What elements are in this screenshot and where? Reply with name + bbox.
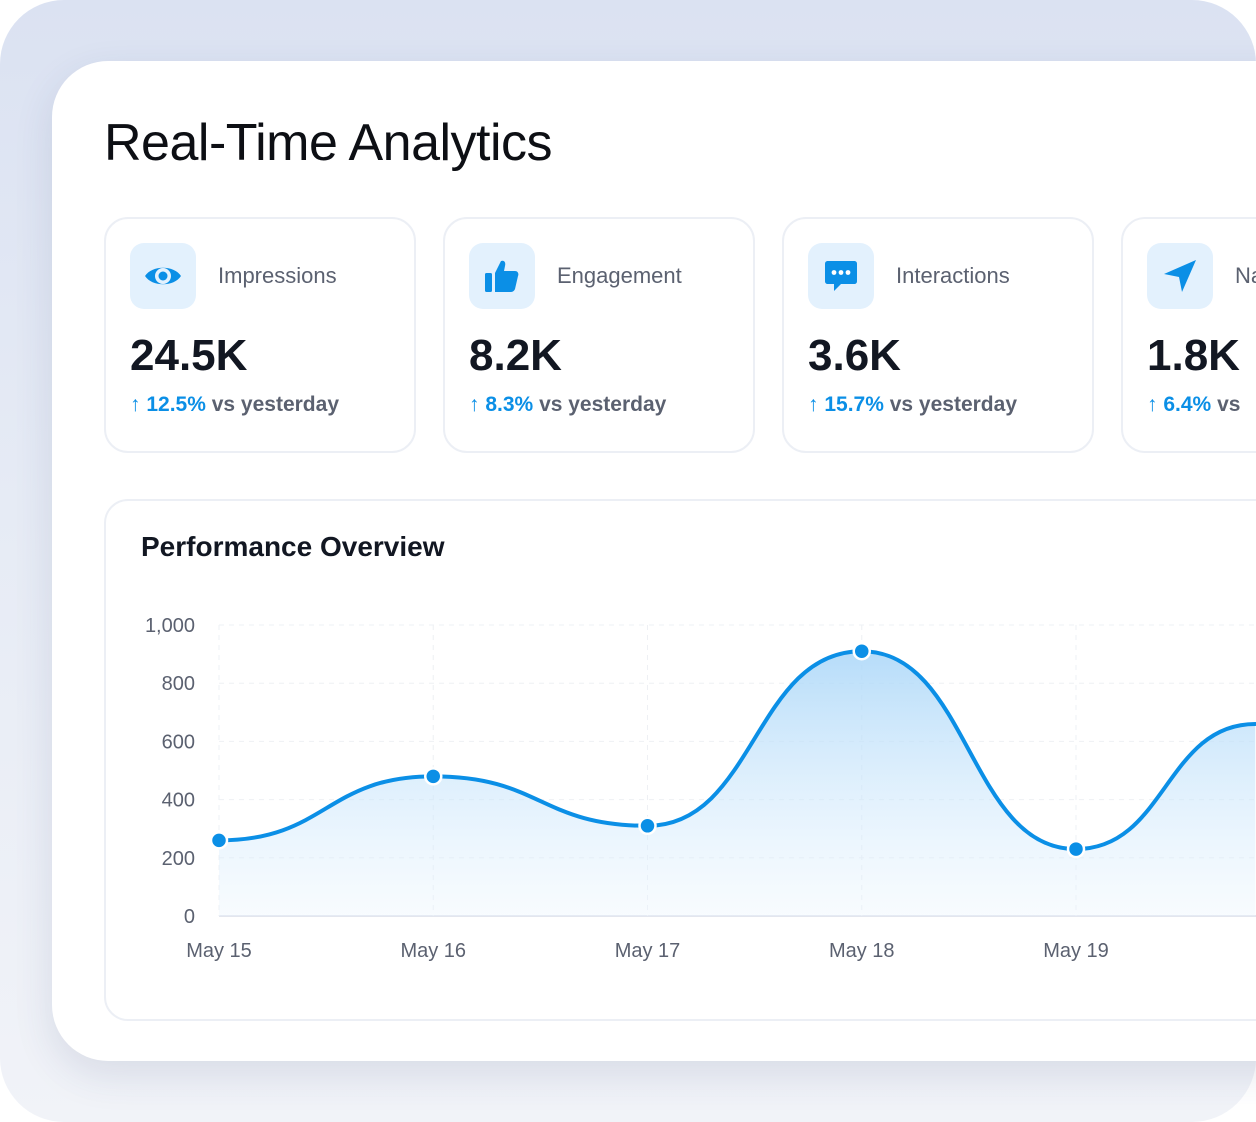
navigation-arrow-icon	[1147, 243, 1213, 309]
delta-percent: 12.5%	[146, 393, 206, 416]
stat-value: 24.5K	[130, 331, 248, 380]
data-point[interactable]	[1066, 839, 1086, 859]
x-tick-label: May 19	[1043, 940, 1109, 962]
stat-value: 1.8K	[1147, 331, 1240, 380]
y-tick-label: 1,000	[145, 615, 195, 637]
stat-value: 3.6K	[808, 331, 901, 380]
data-point[interactable]	[638, 816, 657, 836]
stat-label: Na	[1235, 263, 1256, 288]
chart-title: Performance Overview	[141, 531, 445, 562]
data-point[interactable]	[852, 641, 871, 661]
stat-value: 8.2K	[469, 331, 562, 380]
stat-delta: ↑ 6.4% vs	[1147, 393, 1240, 417]
thumbs-up-icon	[469, 243, 535, 309]
stat-delta: ↑ 12.5% vs yesterday	[130, 393, 339, 417]
eye-icon	[130, 243, 196, 309]
arrow-up-icon: ↑	[1147, 393, 1158, 416]
y-tick-label: 400	[162, 790, 195, 812]
data-point[interactable]	[424, 767, 443, 786]
stat-label: Engagement	[557, 263, 682, 288]
delta-percent: 8.3%	[485, 393, 534, 416]
chat-bubble-icon	[808, 243, 874, 309]
y-tick-label: 800	[162, 673, 195, 695]
data-point[interactable]	[209, 831, 229, 850]
y-tick-label: 0	[184, 906, 195, 928]
x-tick-label: May 16	[400, 940, 466, 962]
stat-card-interactions[interactable]: Interactions 3.6K ↑ 15.7% vs yesterday	[782, 217, 1094, 453]
series-line	[217, 649, 1256, 852]
stat-label: Interactions	[896, 263, 1010, 288]
x-tick-label: May 18	[829, 940, 895, 962]
stat-card-impressions[interactable]: Impressions 24.5K ↑ 12.5% vs yesterday	[104, 217, 416, 453]
stat-card-engagement[interactable]: Engagement 8.2K ↑ 8.3% vs yesterday	[443, 217, 755, 453]
delta-percent: 6.4%	[1163, 393, 1212, 416]
stat-delta: ↑ 15.7% vs yesterday	[808, 393, 1017, 417]
analytics-panel: Real-Time Analytics Impressions 24.5K ↑ …	[52, 61, 1256, 1061]
arrow-up-icon: ↑	[808, 393, 819, 416]
y-tick-label: 200	[162, 848, 195, 870]
y-tick-label: 600	[162, 731, 195, 753]
arrow-up-icon: ↑	[130, 393, 141, 416]
stat-delta: ↑ 8.3% vs yesterday	[469, 393, 666, 417]
series-area	[219, 651, 1256, 916]
stat-label: Impressions	[218, 263, 337, 288]
performance-chart: 0 200 400 600 800 1,000 May 15 May 16 May 17 May …	[145, 615, 1256, 962]
page-title: Real-Time Analytics	[104, 114, 553, 172]
performance-overview-card: Performance Overview 0 200 400 600 800 1,000 M…	[104, 499, 1256, 1021]
delta-percent: 15.7%	[824, 393, 884, 416]
delta-caption: vs	[1217, 393, 1241, 416]
stat-card-navigation[interactable]: Na 1.8K ↑ 6.4% vs	[1121, 217, 1256, 453]
arrow-up-icon: ↑	[469, 393, 480, 416]
delta-caption: vs yesterday	[539, 393, 667, 416]
delta-caption: vs yesterday	[211, 393, 339, 416]
x-tick-label: May 15	[186, 940, 252, 962]
x-tick-label: May 17	[615, 940, 681, 962]
delta-caption: vs yesterday	[889, 393, 1017, 416]
